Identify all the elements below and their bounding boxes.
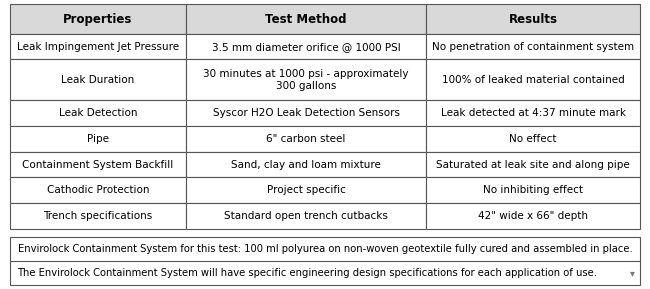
- Text: Leak Duration: Leak Duration: [61, 75, 135, 85]
- Bar: [426, 60, 640, 101]
- Bar: [426, 203, 640, 229]
- Text: Envirolock Containment System for this test: 100 ml polyurea on non-woven geotex: Envirolock Containment System for this t…: [18, 244, 632, 254]
- Bar: [426, 152, 640, 177]
- Text: No effect: No effect: [510, 134, 557, 144]
- Text: Containment System Backfill: Containment System Backfill: [22, 160, 174, 170]
- Text: Leak detected at 4:37 minute mark: Leak detected at 4:37 minute mark: [441, 108, 625, 118]
- Bar: [10, 203, 187, 229]
- Bar: [187, 4, 426, 34]
- Text: Leak Impingement Jet Pressure: Leak Impingement Jet Pressure: [17, 42, 179, 52]
- Text: 6" carbon steel: 6" carbon steel: [266, 134, 346, 144]
- Bar: [187, 60, 426, 101]
- Bar: [10, 60, 187, 101]
- Text: ▾: ▾: [630, 268, 635, 278]
- Bar: [10, 152, 187, 177]
- Text: Results: Results: [508, 13, 558, 25]
- Bar: [426, 101, 640, 126]
- Bar: [10, 4, 187, 34]
- Text: 30 minutes at 1000 psi - approximately
300 gallons: 30 minutes at 1000 psi - approximately 3…: [203, 69, 409, 91]
- Text: Sand, clay and loam mixture: Sand, clay and loam mixture: [231, 160, 381, 170]
- Text: Standard open trench cutbacks: Standard open trench cutbacks: [224, 211, 388, 221]
- Text: The Envirolock Containment System will have specific engineering design specific: The Envirolock Containment System will h…: [18, 268, 597, 278]
- Bar: [10, 177, 187, 203]
- Text: 42" wide x 66" depth: 42" wide x 66" depth: [478, 211, 588, 221]
- Text: Leak Detection: Leak Detection: [58, 108, 137, 118]
- Bar: [10, 237, 640, 285]
- Bar: [187, 177, 426, 203]
- Bar: [187, 34, 426, 60]
- Bar: [10, 126, 187, 152]
- Bar: [10, 34, 187, 60]
- Text: Saturated at leak site and along pipe: Saturated at leak site and along pipe: [436, 160, 630, 170]
- Bar: [187, 101, 426, 126]
- Bar: [426, 126, 640, 152]
- Text: Project specific: Project specific: [266, 185, 346, 195]
- Bar: [187, 152, 426, 177]
- Text: Syscor H2O Leak Detection Sensors: Syscor H2O Leak Detection Sensors: [213, 108, 400, 118]
- Text: No penetration of containment system: No penetration of containment system: [432, 42, 634, 52]
- Bar: [187, 203, 426, 229]
- Text: No inhibiting effect: No inhibiting effect: [483, 185, 583, 195]
- Text: Cathodic Protection: Cathodic Protection: [47, 185, 150, 195]
- Bar: [187, 126, 426, 152]
- Bar: [10, 101, 187, 126]
- Text: Trench specifications: Trench specifications: [44, 211, 153, 221]
- Text: Test Method: Test Method: [265, 13, 347, 25]
- Bar: [426, 34, 640, 60]
- Text: 3.5 mm diameter orifice @ 1000 PSI: 3.5 mm diameter orifice @ 1000 PSI: [212, 42, 400, 52]
- Bar: [426, 177, 640, 203]
- Text: Pipe: Pipe: [87, 134, 109, 144]
- Text: Properties: Properties: [63, 13, 133, 25]
- Bar: [426, 4, 640, 34]
- Text: 100% of leaked material contained: 100% of leaked material contained: [442, 75, 625, 85]
